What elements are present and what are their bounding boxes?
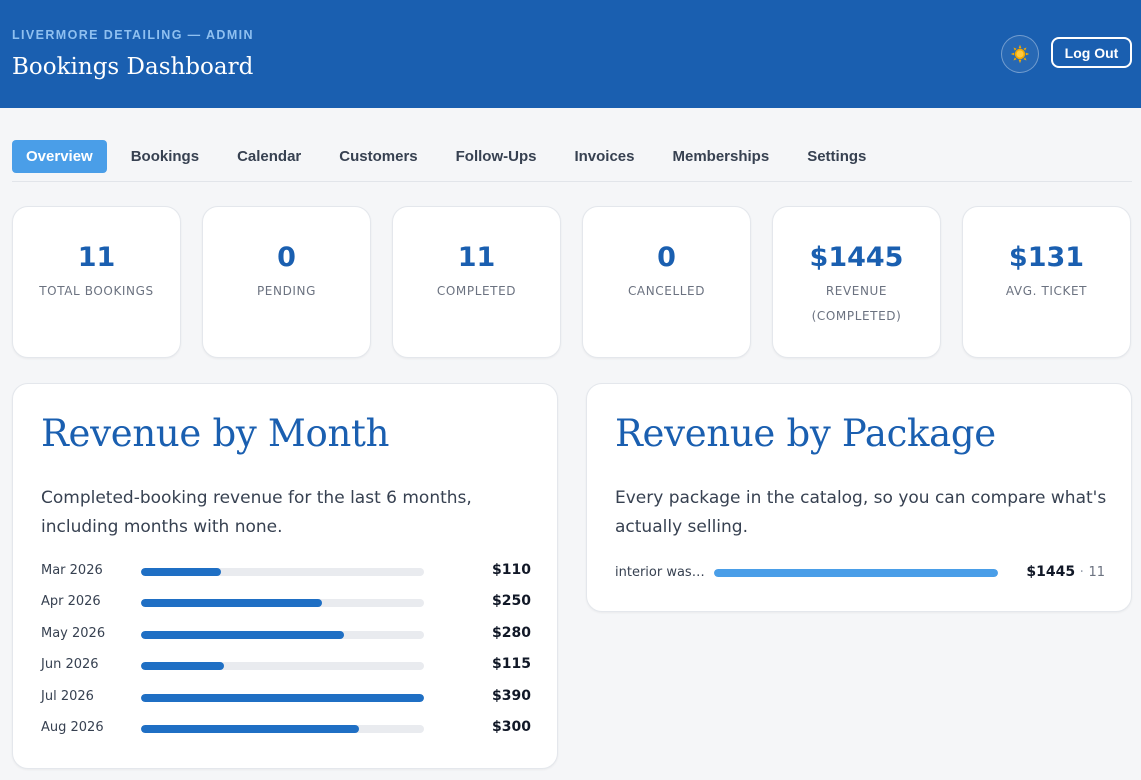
panel-subtitle: Completed-booking revenue for the last 6…: [41, 488, 472, 537]
panel-title: Revenue by Package: [615, 412, 996, 455]
package-bar-track: [714, 569, 998, 577]
stat-value: 11: [457, 242, 496, 273]
month-bar-fill: [141, 599, 323, 608]
month-row: Jun 2026 $115: [41, 656, 531, 676]
tab-bookings[interactable]: Bookings: [130, 148, 200, 165]
package-amount: $1445: [1026, 564, 1076, 580]
stat-card-total-bookings: 11 TOTAL BOOKINGS: [12, 206, 181, 358]
page-title: Bookings Dashboard: [12, 54, 254, 80]
month-bar-fill: [141, 630, 345, 639]
month-row: Mar 2026 $110: [41, 562, 531, 582]
brand-label: LIVERMORE DETAILING — ADMIN: [12, 28, 254, 42]
month-label: Jun 2026: [41, 657, 99, 673]
month-bar-fill: [141, 693, 424, 702]
stat-card-avg-ticket: $131 AVG. TICKET: [962, 206, 1131, 358]
stat-value: $1445: [809, 242, 904, 273]
stat-card-completed: 11 COMPLETED: [392, 206, 561, 358]
sun-icon: [1010, 44, 1030, 64]
tab-invoices[interactable]: Invoices: [574, 148, 635, 165]
month-bar-fill: [141, 662, 225, 671]
package-label: interior washi...: [615, 565, 707, 580]
month-label: Jul 2026: [41, 688, 94, 704]
month-bar-track: [141, 568, 424, 576]
stat-card-cancelled: 0 CANCELLED: [582, 206, 751, 358]
stat-value: $131: [1008, 242, 1085, 273]
tab-settings[interactable]: Settings: [807, 148, 867, 165]
month-bar-track: [141, 693, 424, 702]
tabs-divider: [12, 181, 1132, 182]
stat-card-revenue: $1445 REVENUE (COMPLETED): [772, 206, 941, 358]
month-value: $300: [492, 719, 531, 735]
stat-label: PENDING: [256, 284, 317, 298]
month-label: Aug 2026: [41, 720, 104, 735]
month-row: May 2026 $280: [41, 625, 531, 645]
month-value: $115: [492, 656, 531, 673]
package-count: 11: [1088, 565, 1105, 580]
stat-label: AVG. TICKET: [1005, 284, 1088, 298]
logout-button[interactable]: Log Out: [1051, 37, 1132, 68]
revenue-by-month-panel: Revenue by Month Completed-booking reven…: [12, 383, 558, 769]
revenue-by-package-panel: Revenue by Package Every package in the …: [586, 383, 1132, 612]
month-value: $390: [492, 687, 531, 704]
theme-toggle-button[interactable]: [1001, 35, 1039, 73]
month-bar-track: [141, 599, 424, 608]
package-value: $1445 · 11: [1026, 564, 1105, 580]
month-label: Mar 2026: [41, 563, 103, 578]
tab-customers[interactable]: Customers: [339, 148, 418, 165]
month-bar-track: [141, 725, 424, 733]
month-row: Aug 2026 $300: [41, 719, 531, 739]
package-row: interior washi... $1445 · 11: [615, 564, 1105, 584]
month-bar-track: [141, 630, 424, 639]
stat-value: 0: [657, 242, 676, 273]
tab-calendar[interactable]: Calendar: [237, 148, 302, 165]
panel-subtitle: Every package in the catalog, so you can…: [615, 488, 1107, 537]
month-bar-fill: [141, 725, 359, 733]
panel-title: Revenue by Month: [41, 412, 390, 455]
tab-memberships[interactable]: Memberships: [672, 148, 770, 165]
stat-value: 11: [77, 242, 116, 273]
month-row: Jul 2026 $390: [41, 688, 531, 708]
month-label: May 2026: [41, 625, 106, 641]
stat-label: TOTAL BOOKINGS: [39, 284, 154, 298]
month-bar-track: [141, 662, 424, 671]
tab-overview[interactable]: Overview: [12, 140, 107, 173]
stat-card-pending: 0 PENDING: [202, 206, 371, 358]
stat-label: COMPLETED: [436, 284, 517, 298]
main-tabs: Overview Bookings Calendar Customers Fol…: [12, 140, 880, 173]
stat-label: REVENUE (COMPLETED): [811, 284, 902, 323]
month-value: $280: [492, 624, 531, 641]
month-bar-fill: [141, 568, 221, 576]
tab-follow-ups[interactable]: Follow-Ups: [455, 148, 537, 165]
month-row: Apr 2026 $250: [41, 593, 531, 613]
month-value: $110: [492, 562, 531, 578]
stat-value: 0: [277, 242, 296, 273]
package-separator: ·: [1079, 564, 1084, 580]
stat-label: CANCELLED: [627, 284, 706, 298]
stats-row: 11 TOTAL BOOKINGS 0 PENDING 11 COMPLETED…: [12, 206, 1131, 358]
month-value: $250: [492, 593, 531, 610]
app-header: LIVERMORE DETAILING — ADMIN Bookings Das…: [0, 0, 1141, 108]
package-bar-fill: [714, 569, 998, 577]
month-label: Apr 2026: [41, 594, 101, 610]
